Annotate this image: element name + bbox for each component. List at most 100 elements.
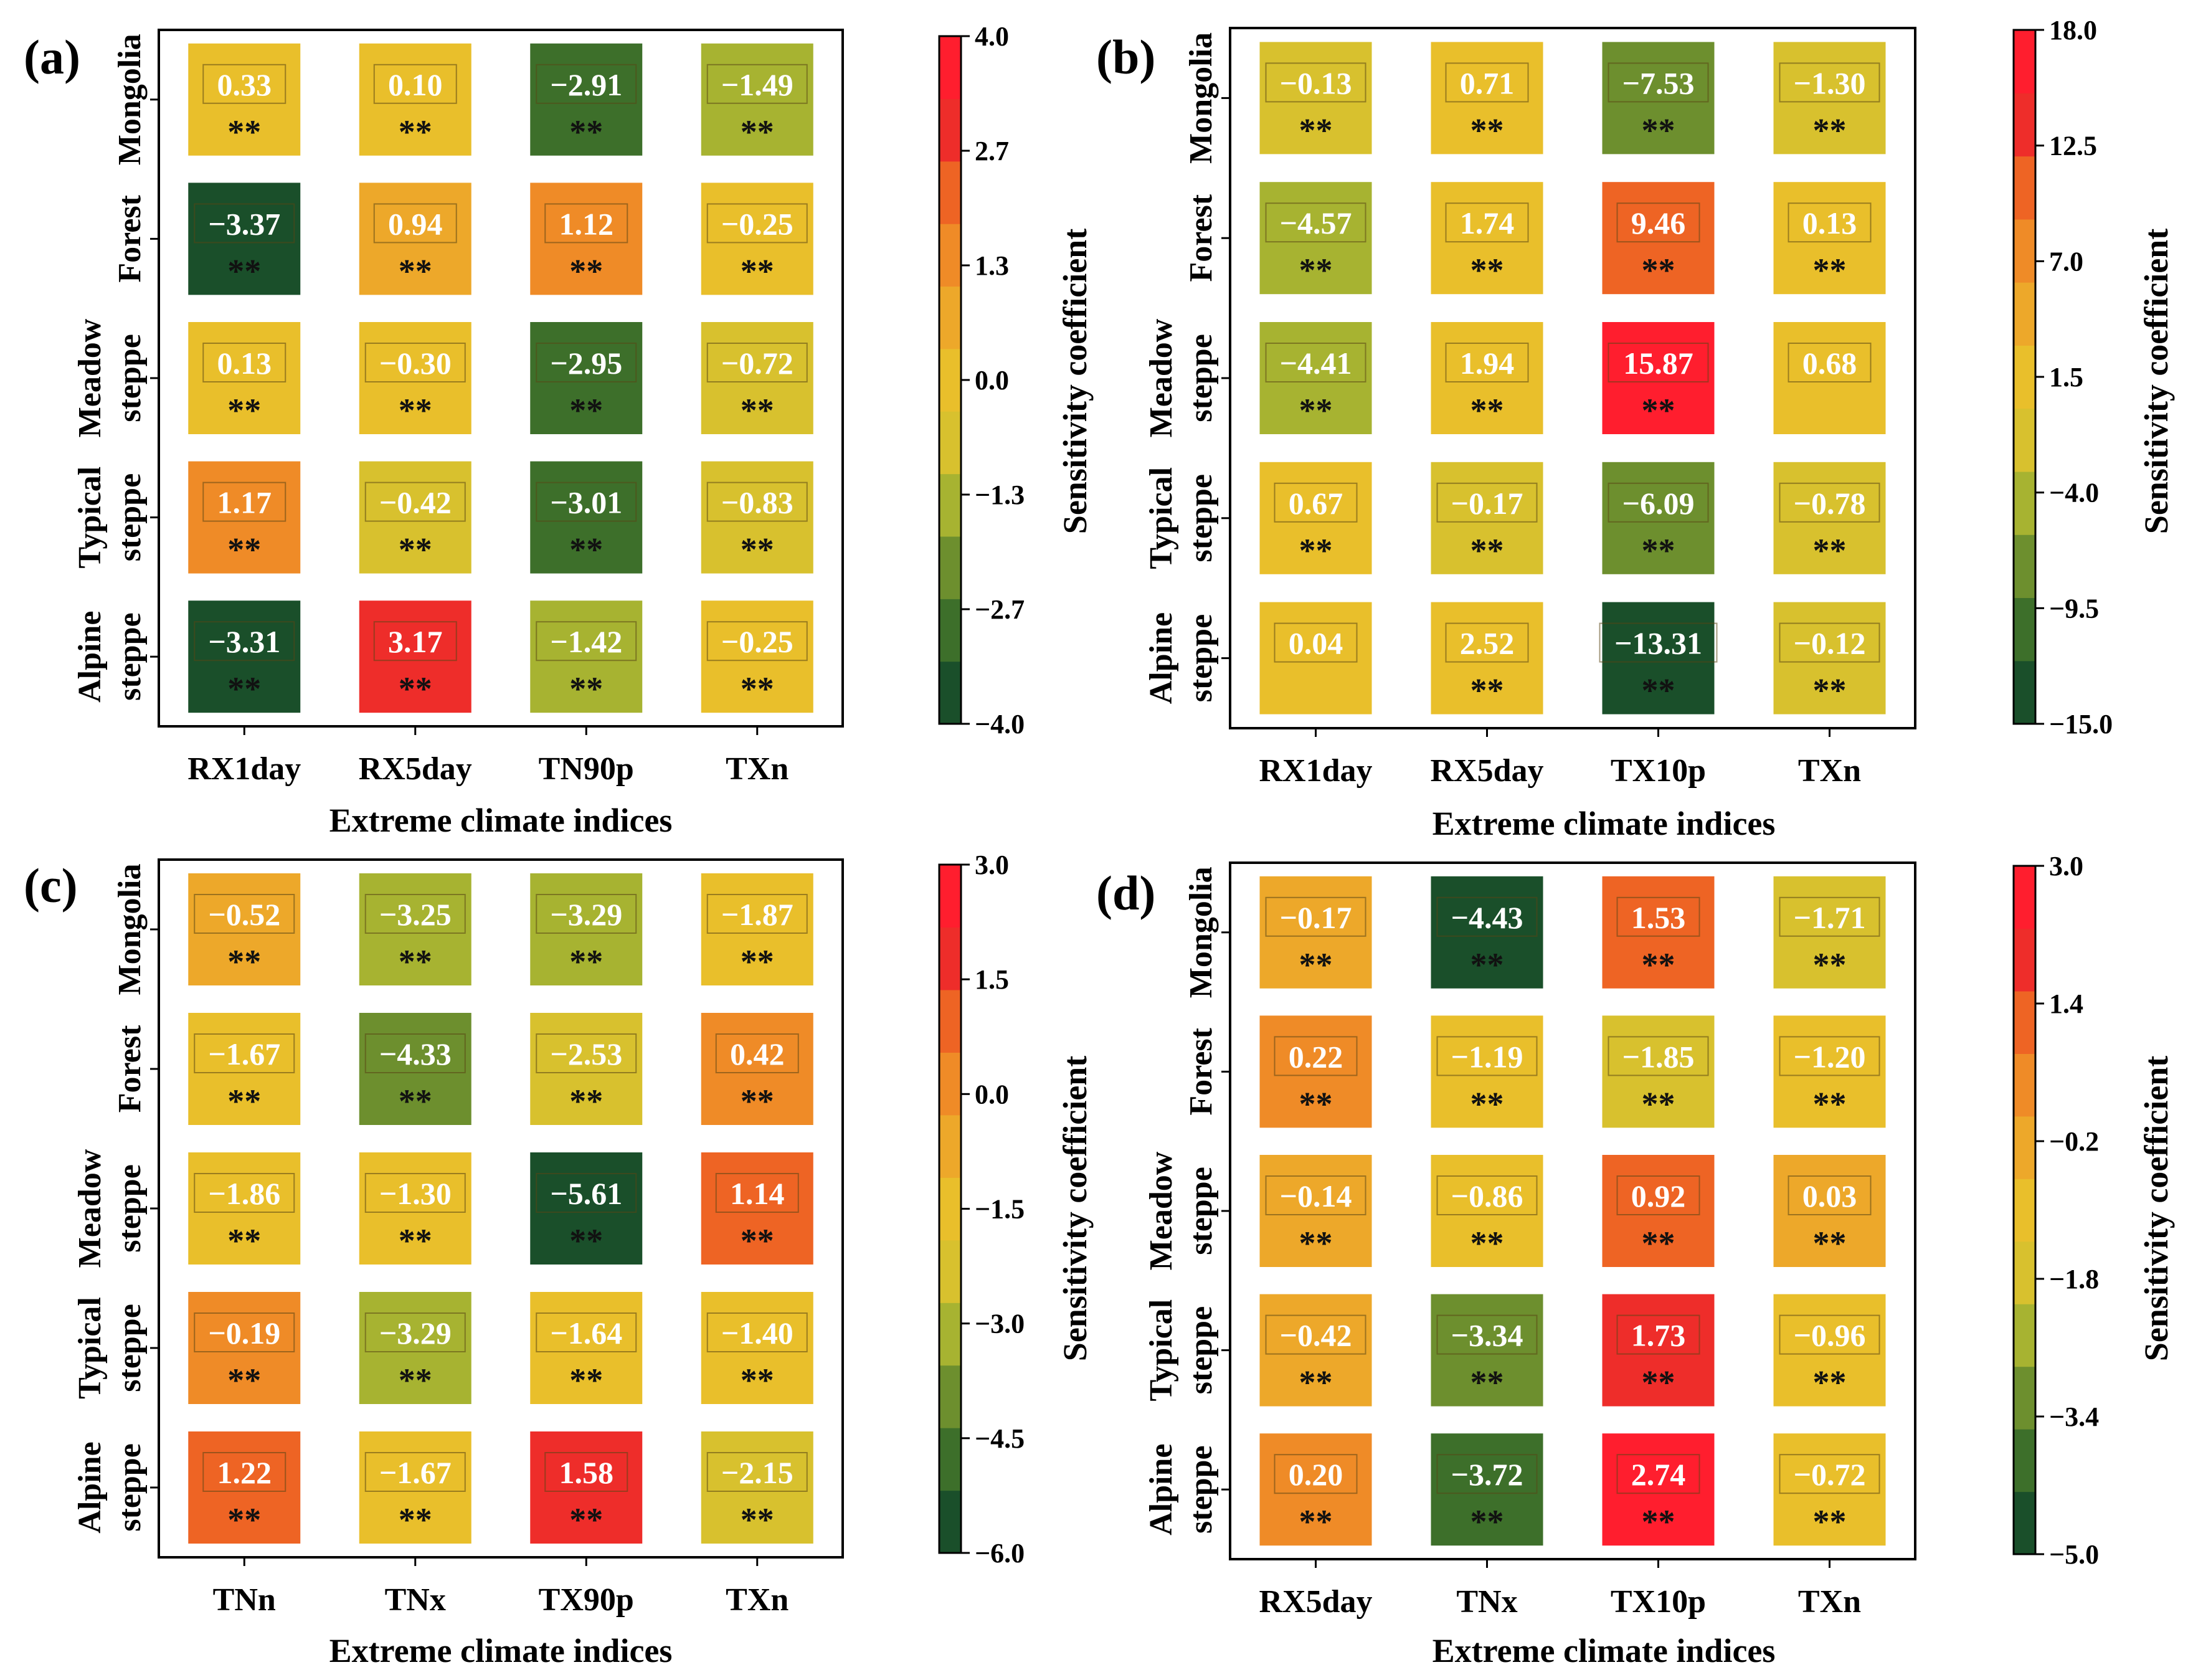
y-tick-label: Typical steppe	[1144, 1299, 1219, 1402]
cell-square	[1602, 42, 1715, 154]
heatmap-cell: −1.67 **	[188, 1013, 301, 1125]
cell-value-box	[1788, 343, 1872, 382]
significance-marker: **	[399, 1083, 432, 1120]
significance-marker: **	[1642, 532, 1675, 569]
heatmap-cell: 2.74 **	[1602, 1433, 1715, 1546]
heatmap-cell: 0.33 **	[188, 43, 301, 156]
colorbar-segment	[2014, 990, 2035, 1054]
y-tick-line: steppe	[1183, 1167, 1219, 1255]
significance-marker: **	[1642, 1225, 1675, 1262]
cell-value-box	[536, 1312, 637, 1352]
cell-value-box	[364, 1452, 466, 1492]
cell-value: 1.74	[1460, 206, 1515, 240]
significance-marker: **	[1299, 1364, 1333, 1402]
y-tick-line: steppe	[112, 1304, 148, 1392]
cell-square	[1431, 876, 1543, 989]
x-axis-title: Extreme climate indices	[329, 802, 673, 839]
significance-marker: **	[399, 1222, 432, 1260]
significance-marker: **	[569, 531, 603, 569]
x-tick-label: TXn	[726, 1582, 789, 1618]
cell-value: 0.94	[388, 206, 443, 241]
cell-value-box	[1445, 343, 1529, 382]
cell-square	[530, 1152, 643, 1265]
cell-square	[1259, 1433, 1372, 1546]
cell-value-box	[706, 64, 808, 104]
cell-value: 1.22	[217, 1455, 272, 1490]
y-tick-line: Typical	[72, 1297, 108, 1399]
y-tick-line: steppe	[112, 473, 148, 562]
heatmap-cell: −3.01 **	[530, 461, 643, 574]
y-tick-line: Mongolia	[1183, 32, 1219, 164]
cell-value-box	[1436, 896, 1538, 937]
heatmap-cell: −0.30 **	[359, 322, 471, 434]
colorbar-tick-label: 18.0	[2049, 15, 2097, 45]
cell-square	[188, 1431, 301, 1544]
heatmap-cell: −2.15 **	[701, 1431, 813, 1544]
cell-value: −0.25	[721, 206, 793, 241]
panel-b: (b) −0.13**0.71**−7.53**−1.30**−4.57**1.7…	[1096, 15, 2175, 842]
significance-marker: **	[1299, 1085, 1333, 1122]
significance-marker: **	[1299, 1225, 1333, 1262]
heatmap-cell: −0.42 **	[1259, 1294, 1372, 1407]
y-tick-line: Meadow	[1144, 1151, 1179, 1270]
cell-value: −13.31	[1614, 626, 1702, 661]
cell-value: 0.92	[1631, 1179, 1686, 1213]
significance-marker: **	[1471, 946, 1504, 984]
cell-value-box	[1608, 343, 1709, 382]
cell-square	[1431, 182, 1543, 295]
y-tick-label: Alpine steppe	[72, 611, 148, 703]
cell-square	[530, 1431, 643, 1544]
y-tick-line: Alpine	[1144, 612, 1179, 704]
cell-value: −0.72	[721, 346, 793, 381]
x-tick-label: TNx	[385, 1582, 446, 1618]
x-tick-label: RX5day	[1259, 1584, 1372, 1620]
significance-marker: **	[1813, 672, 1847, 709]
cell-value-box	[544, 203, 628, 244]
colorbar-segment	[2014, 866, 2035, 929]
colorbar-segment	[939, 927, 961, 990]
heatmap-cell: −3.37 **	[188, 183, 301, 295]
cell-square	[1602, 322, 1715, 434]
significance-marker: **	[399, 670, 432, 708]
heatmap-cell: −0.72 **	[701, 322, 813, 434]
heatmap-cell: −3.31 **	[188, 600, 301, 713]
cell-square	[1259, 602, 1372, 714]
heatmap-cell: 1.22 **	[188, 1431, 301, 1544]
cell-value-box	[1265, 202, 1366, 243]
significance-marker: **	[1299, 112, 1333, 149]
heatmap-cell: −2.91 **	[530, 43, 643, 156]
cell-square	[530, 1292, 643, 1404]
y-tick-label: Mongolia	[1183, 866, 1219, 998]
cell-square	[1773, 1433, 1886, 1546]
cell-value-box	[1265, 896, 1366, 937]
y-tick-line: steppe	[112, 612, 148, 701]
cell-value-box	[706, 1452, 808, 1492]
colorbar-segment	[2014, 156, 2035, 220]
heatmap-cell: −0.13 **	[1259, 42, 1372, 154]
cell-square	[530, 1013, 643, 1125]
cell-value: −1.85	[1622, 1039, 1695, 1074]
y-tick-line: Forest	[1183, 1027, 1219, 1115]
cell-value-box	[202, 1452, 287, 1492]
heatmap-cell: −0.25 **	[701, 600, 813, 713]
cell-square	[1773, 876, 1886, 989]
y-tick-line: Meadow	[72, 318, 108, 437]
colorbar-segment	[2014, 1304, 2035, 1367]
heatmap-cell: −3.29 **	[359, 1292, 471, 1404]
significance-marker: **	[1642, 1503, 1675, 1540]
cell-value-box	[202, 64, 287, 104]
cell-square	[1259, 42, 1372, 154]
y-tick-line: Mongolia	[112, 864, 148, 995]
y-tick-line: Forest	[112, 194, 148, 282]
colorbar-tick-label: −1.5	[975, 1194, 1025, 1225]
significance-marker: **	[1471, 532, 1504, 569]
cell-square	[1431, 1155, 1543, 1267]
heatmap-cell: −4.57 **	[1259, 182, 1372, 295]
cell-value: −2.53	[550, 1037, 622, 1071]
significance-marker: **	[227, 392, 261, 429]
colorbar-segment	[939, 1428, 961, 1491]
cell-value-box	[1616, 896, 1700, 937]
colorbar-tick-label: 2.7	[975, 136, 1009, 166]
y-tick-label: Alpine steppe	[72, 1441, 148, 1533]
significance-marker: **	[1813, 1085, 1847, 1122]
